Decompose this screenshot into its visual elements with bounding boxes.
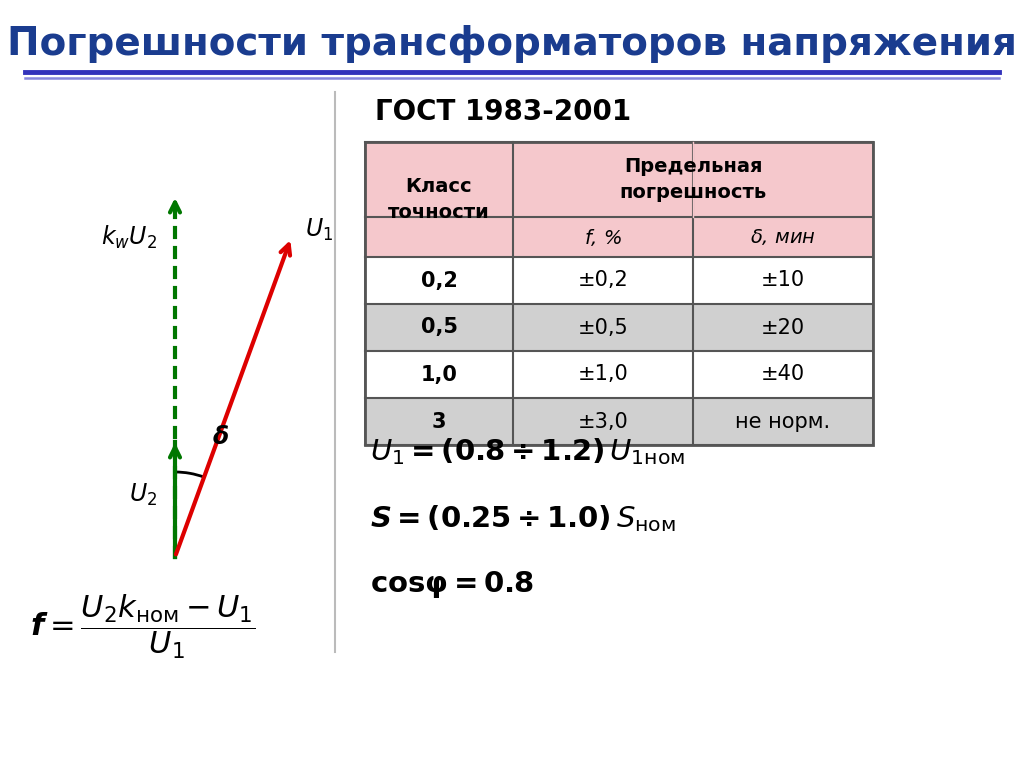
Bar: [365, 351, 513, 398]
Bar: [693, 304, 873, 351]
Bar: [365, 142, 513, 257]
Text: $\boldsymbol{k_w U_2}$: $\boldsymbol{k_w U_2}$: [101, 223, 157, 251]
Text: $f$, %: $f$, %: [584, 226, 622, 248]
Bar: [365, 257, 513, 304]
Text: $\delta$, мин: $\delta$, мин: [751, 227, 816, 247]
Text: $\boldsymbol{\delta}$: $\boldsymbol{\delta}$: [212, 425, 229, 449]
Bar: [693, 217, 873, 257]
Text: ±1,0: ±1,0: [578, 364, 629, 384]
Bar: [513, 304, 693, 351]
Bar: [513, 257, 693, 304]
Bar: [693, 351, 873, 398]
Text: $\boldsymbol{U_1}$: $\boldsymbol{U_1}$: [305, 216, 334, 242]
Text: 1,0: 1,0: [421, 364, 458, 384]
Text: не норм.: не норм.: [735, 412, 830, 432]
Text: $\boldsymbol{f} = \dfrac{\boldsymbol{U_2 k_{\text{ном}}} - \boldsymbol{U_1}}{\bo: $\boldsymbol{f} = \dfrac{\boldsymbol{U_2…: [30, 593, 255, 661]
Text: 3: 3: [432, 412, 446, 432]
Text: Предельная
погрешность: Предельная погрешность: [620, 156, 767, 202]
Bar: [513, 142, 873, 217]
Text: Класс
точности: Класс точности: [388, 176, 489, 222]
Text: $\boldsymbol{U_1 = (0.8 \div 1.2)\, U_{\text{1ном}}}$: $\boldsymbol{U_1 = (0.8 \div 1.2)\, U_{\…: [370, 436, 685, 467]
Text: $\boldsymbol{S = (0.25 \div 1.0)\, S_{\text{ном}}}$: $\boldsymbol{S = (0.25 \div 1.0)\, S_{\t…: [370, 504, 676, 535]
Bar: [365, 398, 513, 445]
Bar: [693, 257, 873, 304]
Bar: [513, 398, 693, 445]
Text: ±0,2: ±0,2: [578, 271, 629, 291]
Bar: [365, 304, 513, 351]
Text: ±0,5: ±0,5: [578, 318, 629, 337]
Text: Погрешности трансформаторов напряжения: Погрешности трансформаторов напряжения: [7, 25, 1017, 63]
Text: ±40: ±40: [761, 364, 805, 384]
Text: ГОСТ 1983-2001: ГОСТ 1983-2001: [375, 98, 631, 126]
Bar: [513, 217, 693, 257]
Text: ±20: ±20: [761, 318, 805, 337]
Text: $\boldsymbol{U_2}$: $\boldsymbol{U_2}$: [129, 482, 157, 508]
Text: 0,5: 0,5: [421, 318, 458, 337]
Bar: [513, 351, 693, 398]
Text: ±3,0: ±3,0: [578, 412, 629, 432]
Text: $\mathbf{cos\varphi = 0.8}$: $\mathbf{cos\varphi = 0.8}$: [370, 570, 535, 601]
Text: 0,2: 0,2: [421, 271, 458, 291]
Text: ±10: ±10: [761, 271, 805, 291]
Bar: [693, 398, 873, 445]
Bar: [365, 142, 873, 445]
